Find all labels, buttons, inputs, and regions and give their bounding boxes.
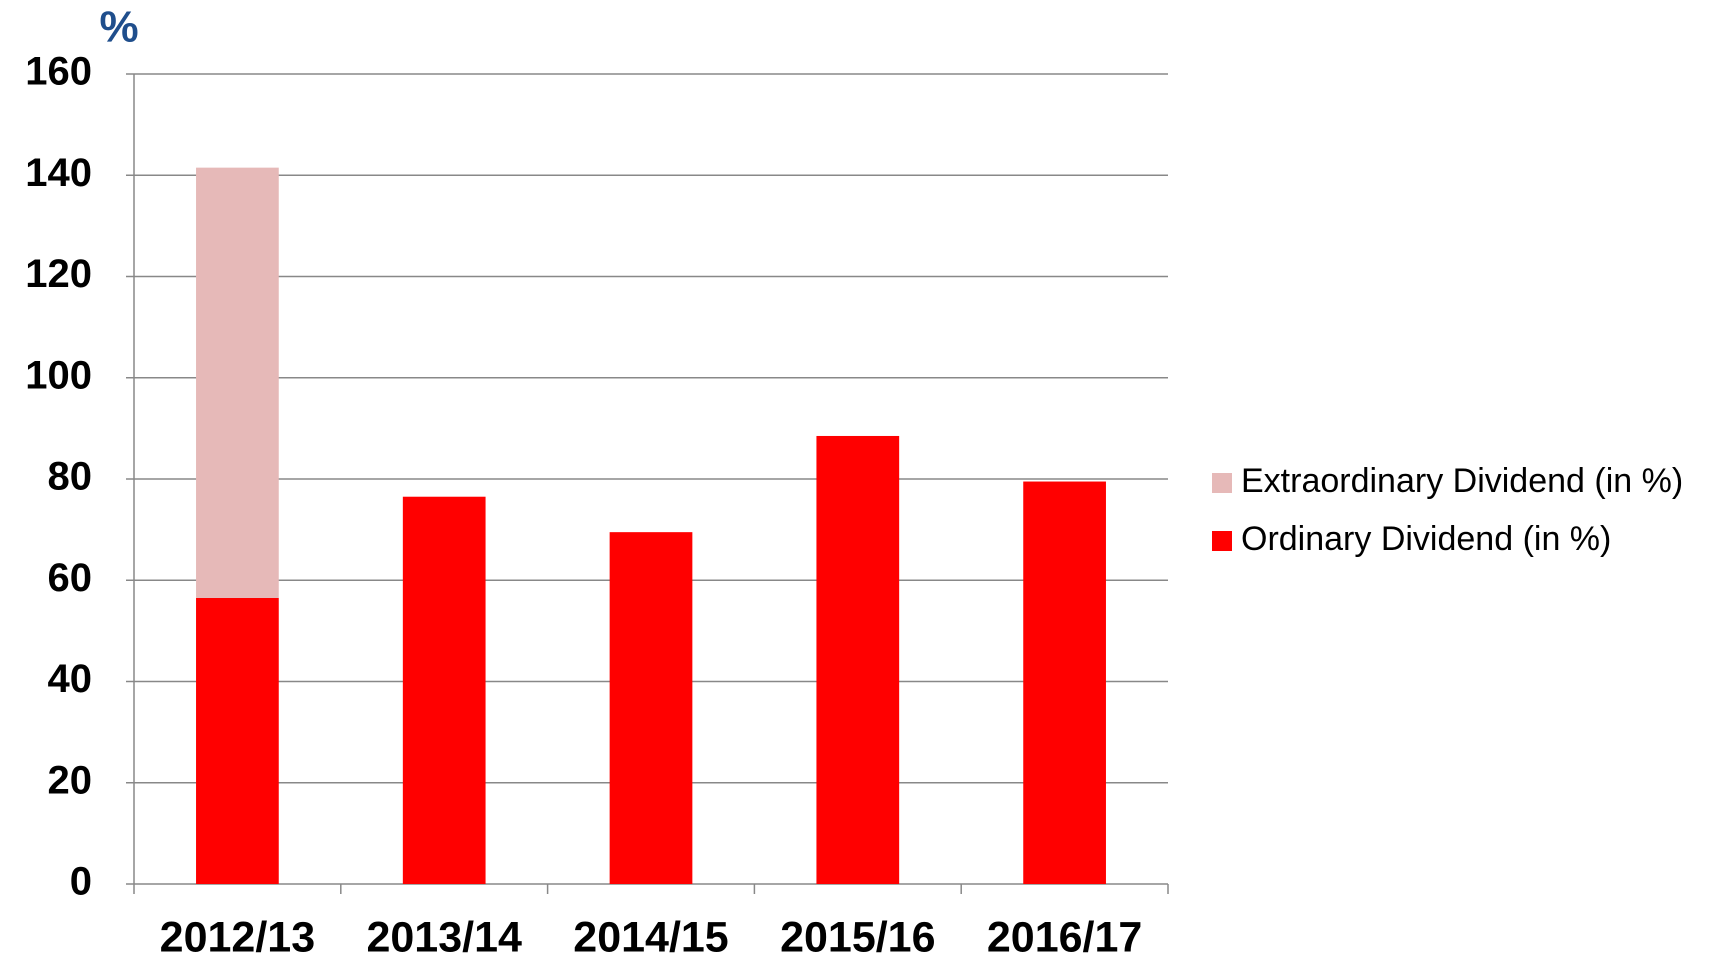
- bar-segment: [816, 435, 900, 884]
- legend-label: Extraordinary Dividend (in %): [1241, 462, 1683, 500]
- x-tick-label: 2015/16: [780, 913, 935, 961]
- bar-segment: [196, 167, 279, 598]
- y-tick-label: 160: [25, 50, 92, 94]
- bar-segment: [402, 496, 486, 884]
- legend-swatch: [1212, 531, 1232, 551]
- y-tick-label: 60: [48, 556, 93, 600]
- x-tick-label: 2013/14: [366, 913, 522, 961]
- y-tick-label: 80: [48, 455, 93, 499]
- x-tick-label: 2012/13: [160, 913, 315, 961]
- y-tick-label: 140: [25, 151, 92, 195]
- legend-label: Ordinary Dividend (in %): [1241, 520, 1611, 558]
- y-tick-label: 0: [70, 860, 92, 904]
- y-tick-label: 120: [25, 252, 92, 296]
- x-tick-label: 2016/17: [987, 913, 1142, 961]
- y-tick-label: 40: [48, 657, 93, 701]
- bar-segment: [609, 532, 693, 884]
- y-tick-label: 100: [25, 353, 92, 397]
- bar-segment: [1023, 481, 1106, 884]
- y-axis-label: %: [99, 3, 138, 52]
- x-tick-label: 2014/15: [573, 913, 728, 961]
- bar-segment: [196, 597, 279, 884]
- y-tick-label: 20: [48, 758, 93, 802]
- legend-swatch: [1212, 473, 1232, 493]
